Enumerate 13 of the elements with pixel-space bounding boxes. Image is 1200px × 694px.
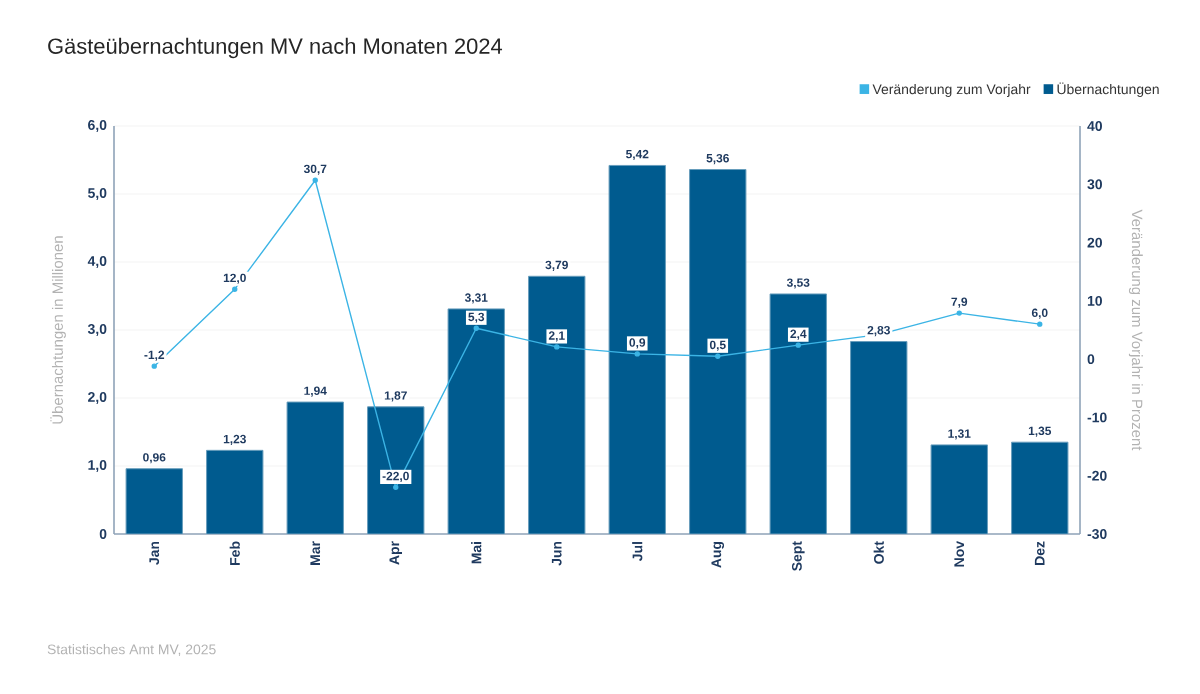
bar (930, 444, 988, 534)
bar (125, 468, 183, 534)
bar (689, 169, 747, 534)
bar (286, 401, 344, 534)
chart-title: Gästeübernachtungen MV nach Monaten 2024 (48, 37, 503, 59)
bar (608, 164, 666, 534)
bar (1011, 441, 1069, 534)
bar (206, 449, 264, 534)
bar (447, 308, 505, 534)
bar (769, 293, 827, 534)
bar (367, 406, 425, 534)
bar (850, 341, 908, 534)
bar (528, 275, 586, 534)
